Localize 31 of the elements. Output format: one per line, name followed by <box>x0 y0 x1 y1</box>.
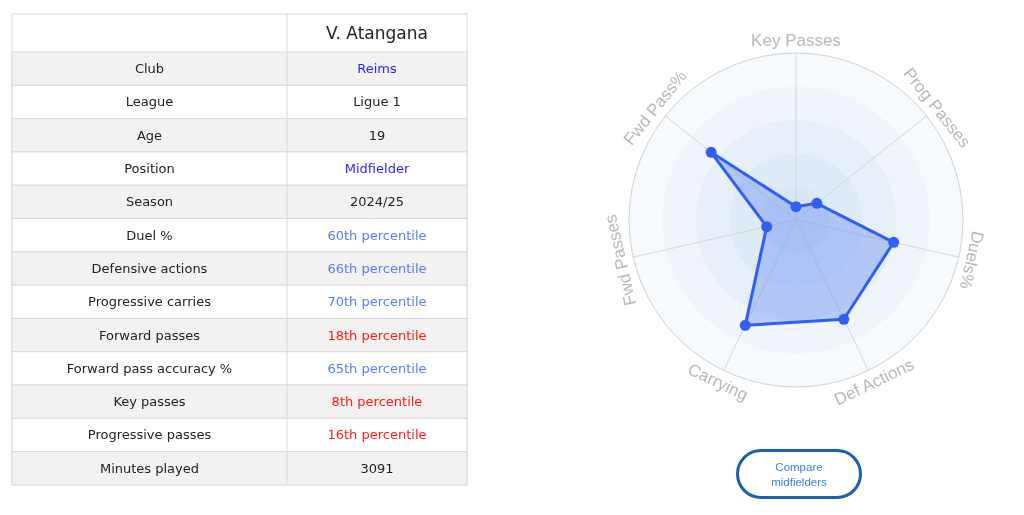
category-label: Season <box>125 194 174 210</box>
category-label: Forward passes <box>99 327 201 343</box>
category-label: Duel % <box>126 227 173 243</box>
spoke-label: Key Passes <box>751 30 841 50</box>
category-label: Progressive passes <box>87 427 212 443</box>
text: Ligue 1 <box>353 94 401 110</box>
category-label: Key passes <box>113 394 186 410</box>
category-label: Club <box>134 61 165 77</box>
category-label: Minutes played <box>99 460 200 476</box>
text: 18th percentile <box>327 327 427 343</box>
text: Reims <box>357 61 397 77</box>
text: V. Atangana <box>326 23 428 43</box>
category-label: Forward pass accuracy % <box>66 360 233 376</box>
spoke-label: Duels% <box>955 229 988 291</box>
text: Midfielder <box>344 161 410 177</box>
category-label: League <box>125 94 174 110</box>
text: 16th percentile <box>327 427 427 443</box>
text: 8th percentile <box>331 394 423 410</box>
text: 3091 <box>360 460 394 476</box>
category-label: Position <box>124 161 175 177</box>
text: 70th percentile <box>327 294 427 310</box>
text: 2024/25 <box>349 194 405 210</box>
text: 65th percentile <box>327 360 427 376</box>
category-label: Age <box>136 127 163 143</box>
text: Compare midfielders <box>771 460 828 488</box>
text: 19 <box>368 127 386 143</box>
category-label: Progressive carries <box>88 294 212 310</box>
text: 66th percentile <box>327 260 427 276</box>
category-label: Defensive actions <box>91 260 208 276</box>
spoke-label: Fwd Passes <box>600 212 641 308</box>
text: 60th percentile <box>327 227 427 243</box>
